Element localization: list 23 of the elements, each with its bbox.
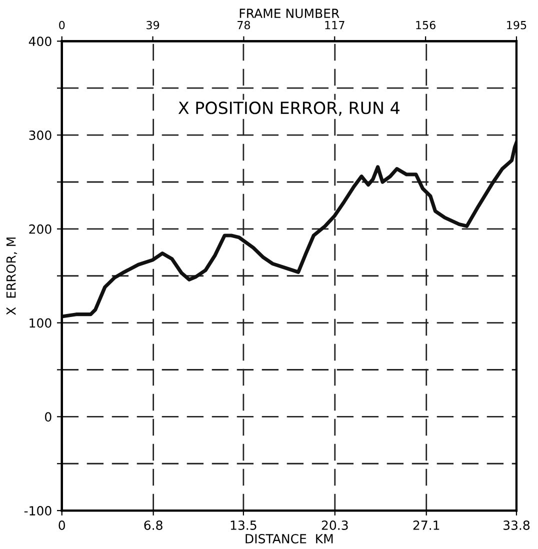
x-axis-title: DISTANCE KM <box>246 534 333 544</box>
y-tick-label: 200 <box>29 224 52 234</box>
line-series <box>62 140 516 318</box>
x2-tick-label: 117 <box>325 21 344 30</box>
y-axis-title: X ERROR, M <box>6 238 18 316</box>
y-tick-label: -100 <box>24 506 52 516</box>
y-tick-label: 300 <box>29 130 52 140</box>
y-tick-label: 0 <box>45 412 52 422</box>
x2-tick-label: 195 <box>507 20 526 30</box>
x-tick-label: 6.8 <box>144 520 162 530</box>
x-tick-label: 27.1 <box>413 520 440 530</box>
x2-tick-label: 78 <box>238 20 250 30</box>
text: X POSITION ERROR, RUN 4 <box>178 102 400 116</box>
x2-tick-label: 156 <box>416 20 436 30</box>
x2-axis-title: FRAME NUMBER <box>240 8 340 18</box>
y-tick-label: 100 <box>30 318 52 328</box>
x-tick-label: 0 <box>58 520 66 530</box>
x-tick-label: 33.8 <box>504 520 530 530</box>
x2-tick-label: 39 <box>146 20 160 30</box>
x2-tick-label: 0 <box>59 20 65 30</box>
x-tick-label: 20.3 <box>322 520 348 530</box>
y-tick-label: 400 <box>28 36 52 46</box>
x-tick-label: 13.5 <box>230 520 256 530</box>
